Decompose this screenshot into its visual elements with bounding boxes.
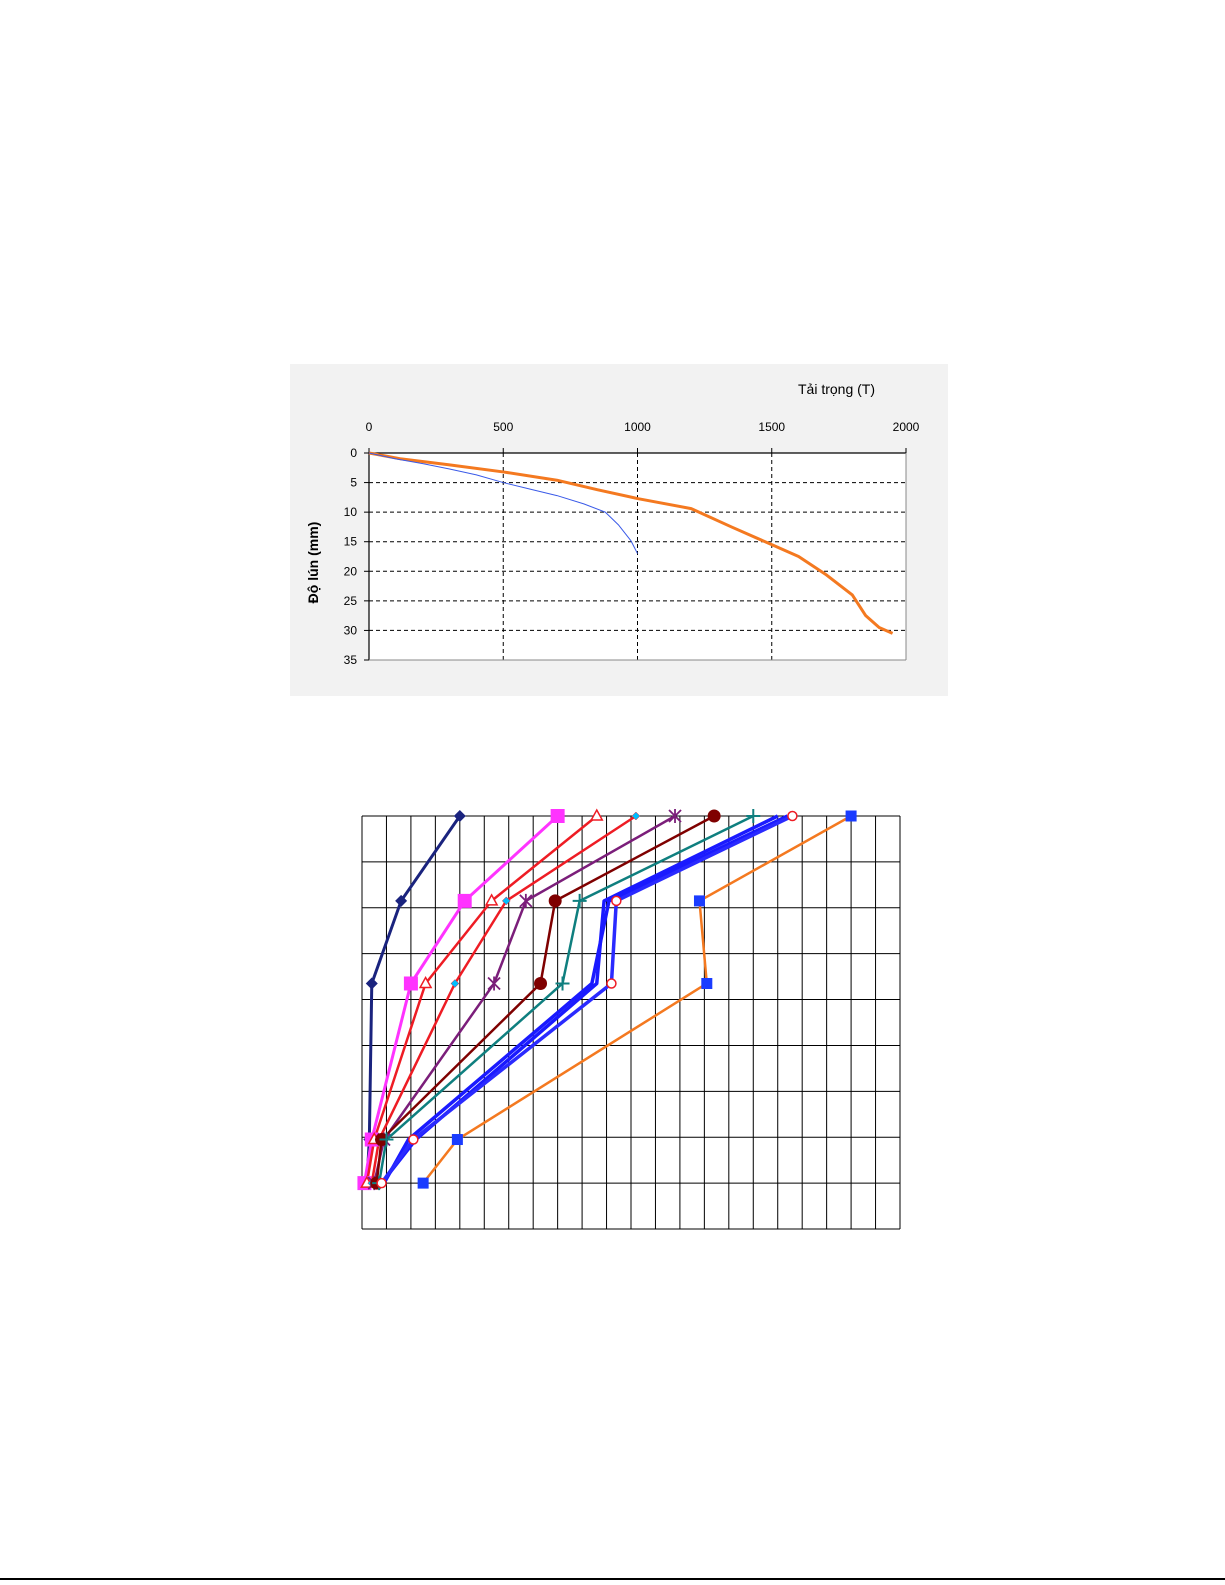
series-11-point [451, 1134, 463, 1146]
series-4-point [450, 979, 460, 988]
series-2-point [403, 976, 418, 991]
series-6-point [534, 976, 548, 990]
series-2-point [550, 809, 565, 823]
x-tick-label: 1500 [758, 420, 785, 434]
settlement-chart-svg: 0 500 1000 1500 2000 0 5 10 15 20 25 30 35 Tải trọng … [305, 381, 920, 667]
series-line-1 [368, 451, 894, 635]
series-3-point [418, 975, 433, 989]
y-tick-label: 20 [344, 564, 358, 578]
series-line-2 [368, 452, 638, 554]
series-1-point [395, 894, 408, 907]
x-axis-label: Tải trọng (T) [798, 381, 875, 397]
y-tick-label: 30 [344, 623, 358, 637]
y-tick-label: 25 [344, 594, 358, 608]
series-5-point [487, 976, 501, 991]
profile-chart [340, 796, 920, 1246]
series-6-point [707, 809, 721, 823]
series-2-point [457, 893, 472, 908]
page-bottom-rule [0, 1578, 1225, 1580]
series-10-point [606, 978, 617, 989]
series-7-point [555, 976, 570, 991]
y-tick-label: 15 [344, 535, 358, 549]
series-10-point [376, 1177, 387, 1189]
x-tick-label: 500 [493, 420, 513, 434]
series-10-point [408, 1134, 419, 1145]
y-tick-label: 5 [350, 476, 357, 490]
series-10-point [611, 895, 622, 907]
y-tick-label: 0 [350, 446, 357, 460]
plot-area [369, 453, 906, 660]
series-11-point [845, 810, 857, 822]
series-6-point [548, 894, 562, 908]
x-tick-label: 2000 [893, 420, 920, 434]
profile-chart-svg [357, 808, 901, 1230]
series-7-point [572, 893, 587, 908]
settlement-chart: 0 500 1000 1500 2000 0 5 10 15 20 25 30 35 Tải trọng … [290, 364, 948, 696]
y-axis-label: Độ lún (mm) [305, 522, 321, 604]
x-tick-label: 1000 [624, 420, 651, 434]
series-4-point [631, 811, 641, 821]
series-7-point [746, 809, 761, 823]
series-5-point [668, 809, 682, 823]
y-tick-label: 35 [344, 653, 358, 667]
series-5-point [519, 893, 533, 908]
series-11-point [417, 1177, 429, 1189]
series-1-point [365, 977, 378, 990]
series-7-point [379, 1132, 394, 1147]
series-4-point [501, 896, 511, 906]
series-10-point [787, 810, 798, 822]
series-11-point [701, 977, 713, 989]
series-3-point [484, 893, 499, 906]
x-tick-label: 0 [366, 420, 373, 434]
y-tick-label: 10 [344, 505, 358, 519]
series-1-point [453, 810, 466, 822]
series-11-point [693, 895, 705, 907]
series-3-point [589, 808, 604, 821]
profile-line-9 [382, 814, 789, 1184]
